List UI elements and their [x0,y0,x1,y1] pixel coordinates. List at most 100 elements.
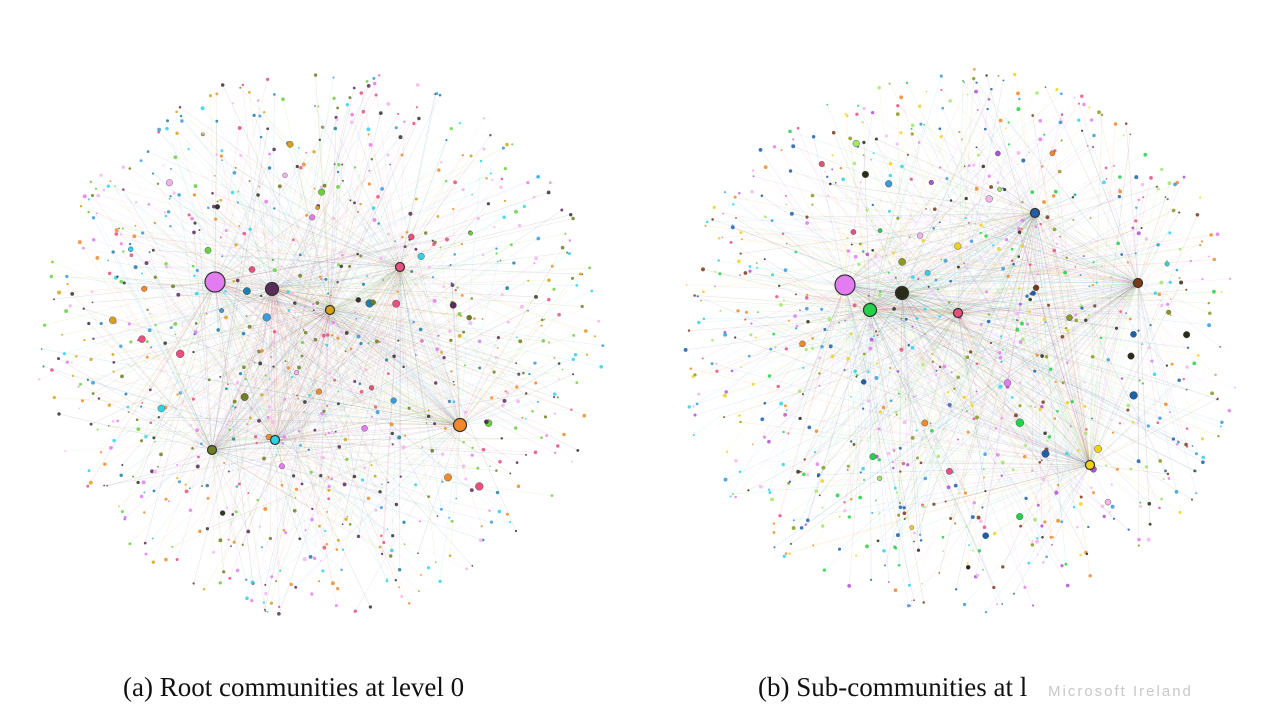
edge [1034,212,1062,522]
edge [271,288,577,383]
edge [718,260,846,286]
edge [869,309,1087,553]
node [50,368,54,372]
node [547,297,551,302]
edge [211,411,305,451]
edge [399,266,586,332]
edge [824,171,1091,466]
node [835,493,840,498]
edge [399,266,588,355]
node [485,177,488,180]
edge [920,124,1091,466]
edge [913,212,1036,542]
edge [123,251,213,451]
edge [1034,135,1124,214]
node [394,240,397,243]
edge [732,464,1091,495]
edge [911,212,1036,601]
minor-hub-node [355,297,362,303]
edge [196,288,273,294]
edge [897,212,1036,536]
node [540,436,543,439]
edge [755,292,903,338]
node [257,418,261,423]
node [417,552,419,555]
node [75,355,78,358]
edge [1034,212,1171,413]
node [738,470,742,473]
edge [957,312,1025,457]
node [141,401,144,404]
edge [844,284,931,424]
node [1088,285,1091,288]
edge [1034,191,1121,214]
edge [271,254,484,290]
node [327,488,331,492]
node [333,378,337,382]
node [337,263,340,267]
node [687,405,692,409]
node [116,275,119,278]
edge [1084,282,1139,383]
node [799,526,804,530]
node [257,349,261,354]
node [839,166,843,170]
node [394,502,399,507]
edge [725,292,903,335]
node [481,318,484,320]
node [918,533,922,537]
edge [329,309,454,382]
edge [957,274,1081,314]
node [1192,361,1197,366]
node [862,352,866,356]
node [449,127,453,131]
edge [399,262,514,268]
edge [329,111,364,311]
edge [1080,464,1091,556]
node [721,236,724,239]
edge [863,108,1036,214]
edge [901,228,934,294]
node [546,190,551,195]
edge [274,317,370,441]
node [1042,317,1047,321]
edge [154,439,276,442]
node [1090,354,1095,359]
node [226,383,229,386]
node [515,385,519,389]
node [1138,379,1141,382]
node [862,154,865,156]
node [898,505,903,510]
edge [745,309,871,320]
edge [274,107,418,441]
node [128,167,132,170]
node [567,252,572,256]
edge [121,266,401,476]
node [231,437,236,441]
node [71,374,74,377]
edge [155,324,213,451]
node [810,193,815,198]
edge [274,439,294,476]
edge [869,291,1214,311]
edge [271,264,451,290]
edge [207,288,273,486]
edge [214,239,448,283]
edge [1034,212,1166,471]
node [533,361,537,365]
edge [844,243,1058,286]
node [1101,265,1103,268]
node [969,350,973,354]
edge [1034,212,1089,465]
node [167,500,170,503]
node [1038,460,1042,464]
node [495,252,498,255]
node [382,540,386,545]
minor-hub-node [466,315,472,321]
node [454,288,457,292]
edge [976,147,1036,214]
node [763,215,767,219]
node [213,174,216,177]
edge [287,266,401,292]
edge [1002,212,1036,269]
